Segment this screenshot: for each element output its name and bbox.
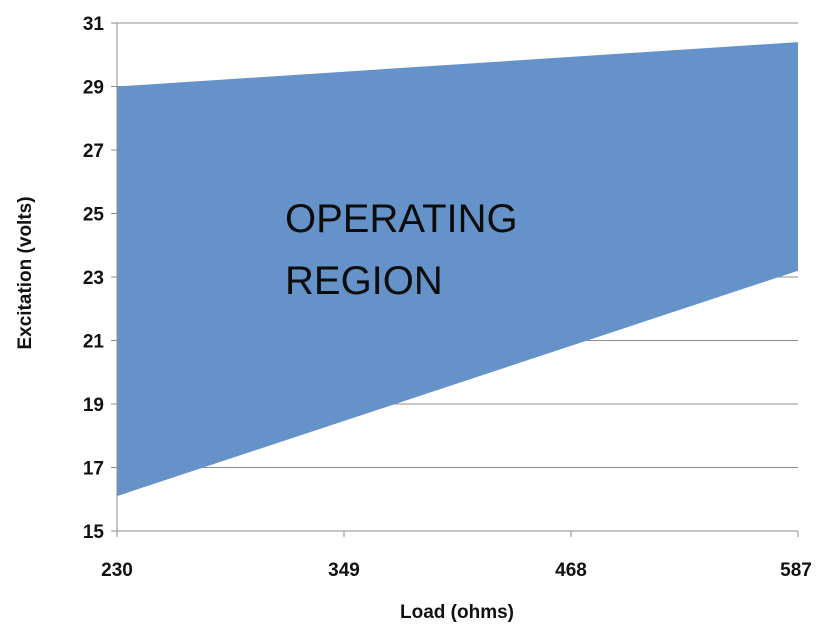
y-tick-label: 21 bbox=[83, 332, 105, 353]
x-axis-ticks: 230 349 468 587 bbox=[101, 531, 812, 581]
y-tick-label: 17 bbox=[83, 459, 104, 480]
x-tick-label: 468 bbox=[555, 560, 587, 581]
region-label-line-1: OPERATING bbox=[285, 197, 518, 241]
y-tick-label: 15 bbox=[83, 522, 105, 543]
x-tick-label: 349 bbox=[328, 560, 360, 581]
x-axis-label: Load (ohms) bbox=[400, 602, 514, 623]
region-annotation: OPERATING REGION bbox=[285, 197, 518, 303]
y-tick-label: 23 bbox=[83, 268, 104, 289]
y-tick-label: 31 bbox=[83, 14, 105, 35]
y-tick-label: 25 bbox=[83, 205, 105, 226]
x-tick-label: 230 bbox=[101, 560, 133, 581]
plot-area bbox=[117, 42, 798, 497]
y-tick-label: 19 bbox=[83, 395, 104, 416]
y-tick-label: 27 bbox=[83, 141, 104, 162]
y-tick-label: 29 bbox=[83, 78, 104, 99]
y-axis-ticks: 15 17 19 21 23 25 27 29 31 bbox=[83, 14, 117, 543]
y-axis-label: Excitation (volts) bbox=[15, 196, 36, 349]
x-tick-label: 587 bbox=[780, 560, 812, 581]
operating-region-area bbox=[117, 42, 798, 497]
region-label-line-2: REGION bbox=[285, 259, 443, 303]
